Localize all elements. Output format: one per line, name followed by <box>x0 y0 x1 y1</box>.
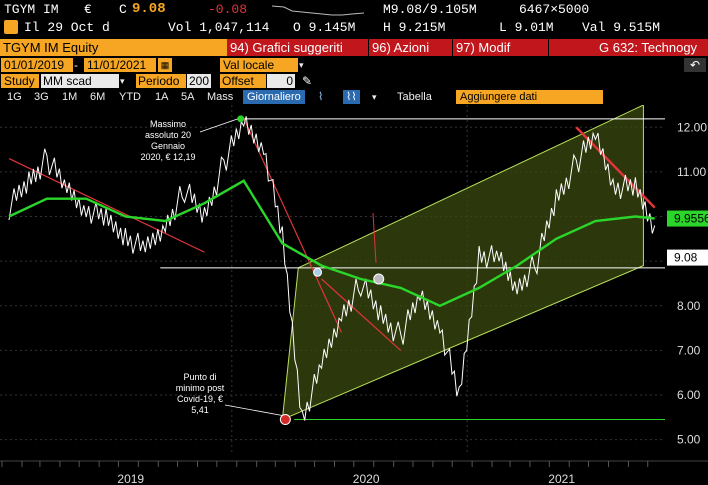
study-label: Study <box>1 74 39 88</box>
range-ytd[interactable]: YTD <box>119 91 141 103</box>
annotation-min: Punto di <box>183 372 216 382</box>
y-tick-label: 6.00 <box>677 388 701 402</box>
candle-icon[interactable]: ⌇ <box>318 91 324 103</box>
trendline <box>321 278 402 351</box>
ticker: TGYM IM <box>4 2 59 17</box>
value-label: Val 9.515M <box>582 20 661 35</box>
range-row: 1G 3G 1M 6M YTD 1A 5A Mass Giornaliero ⌇… <box>0 89 708 105</box>
horizontal-levels <box>160 118 665 421</box>
chevron-down-icon[interactable]: ▾ <box>120 76 125 86</box>
signal-icon <box>4 20 18 34</box>
series-lines <box>8 116 656 421</box>
group-label[interactable]: G 632: Technogy <box>549 39 708 56</box>
date-row: 01/01/2019 - 11/01/2021 ▦ Val locale ▾ ↶ <box>0 57 708 73</box>
range-1m[interactable]: 1M <box>62 91 78 103</box>
close-label: C <box>119 2 127 17</box>
menu-bar: TGYM IM Equity 94) Grafici suggeriti 96)… <box>0 39 708 56</box>
annotation-arrow <box>199 118 238 133</box>
menu-suggested-charts[interactable]: 94) Grafici suggeriti <box>227 39 368 56</box>
y-tick-label: 5.00 <box>677 433 701 447</box>
menu-edit[interactable]: 97) Modif <box>453 39 548 56</box>
ma-price-box <box>667 210 708 227</box>
y-tick-label: 7.00 <box>677 343 701 357</box>
ma-price-label: 9.9556 <box>674 212 708 226</box>
add-data-button[interactable]: Aggiungere dati <box>456 90 603 104</box>
period-label: Periodo <box>136 74 186 88</box>
range-1g[interactable]: 1G <box>7 91 22 103</box>
low-label: L 9.01M <box>499 20 554 35</box>
trend-channel <box>281 105 644 421</box>
min-marker <box>279 414 291 426</box>
undo-icon[interactable]: ↶ <box>684 58 706 72</box>
x-axis: 2019 2020 2021 <box>0 460 708 485</box>
change-value: -0.08 <box>208 2 248 17</box>
annotation-min: minimo post <box>176 383 225 393</box>
chart-type-icon[interactable]: ⌇⌇ <box>343 90 360 104</box>
y-tick-label: 12.00 <box>677 120 707 134</box>
chevron-down-icon[interactable]: ▾ <box>372 92 377 102</box>
trendline <box>243 118 343 333</box>
pencil-icon[interactable]: ✎ <box>302 74 313 88</box>
annotation-max: Gennaio <box>151 141 185 151</box>
annotation-min: 5,41 <box>191 405 209 415</box>
price-chart: 5.006.007.008.009.0010.0011.0012.009.089… <box>0 105 708 485</box>
quote-header: TGYM IM € C 9.08 -0.08 Il 29 Oct d Vol 1… <box>0 0 708 38</box>
series-line <box>8 179 655 308</box>
y-axis: 5.006.007.008.009.0010.0011.0012.009.089… <box>667 120 708 447</box>
sparkline-icon <box>272 5 364 16</box>
range-3g[interactable]: 3G <box>34 91 49 103</box>
bid-ask: M9.08/9.105M <box>383 2 477 17</box>
calendar-icon[interactable]: ▦ <box>158 58 172 72</box>
date-to-input[interactable]: 11/01/2021 <box>84 58 156 72</box>
frequency-select[interactable]: Giornaliero <box>243 90 305 104</box>
x-tick-label: 2020 <box>353 472 380 485</box>
study-row: Study MM scad ▾ Periodo 200 Offset 0 ✎ <box>0 73 708 89</box>
touch-marker <box>373 273 385 285</box>
markers <box>237 115 385 426</box>
y-tick-label: 8.00 <box>677 299 701 313</box>
annotation-max: assoluto 20 <box>145 130 191 140</box>
max-marker <box>237 115 245 123</box>
range-5a[interactable]: 5A <box>181 91 195 103</box>
trendline <box>8 157 205 253</box>
annotation-min: Covid-19, € <box>177 394 223 404</box>
y-tick-label: 11.00 <box>677 165 706 179</box>
annotation-arrow <box>224 404 283 416</box>
touch-marker <box>313 267 323 277</box>
period-input[interactable]: 200 <box>187 74 211 88</box>
series-line <box>8 116 656 421</box>
annotation-max: Massimo <box>150 119 186 129</box>
menu-actions[interactable]: 96) Azioni <box>369 39 452 56</box>
range-max[interactable]: Mass <box>207 91 234 103</box>
table-button[interactable]: Tabella <box>397 91 432 103</box>
annotation-max: 2020, € 12,19 <box>140 152 195 162</box>
security-field[interactable]: TGYM IM Equity <box>0 39 229 56</box>
last-price-label: 9.08 <box>674 251 698 265</box>
currency: € <box>84 2 92 17</box>
close-value: 9.08 <box>132 1 166 17</box>
currency-mode-select[interactable]: Val locale <box>220 58 298 72</box>
volume-label: Vol 1,047,114 <box>168 20 270 35</box>
date-from-input[interactable]: 01/01/2019 <box>1 58 73 72</box>
offset-input[interactable]: 0 <box>267 74 295 88</box>
high-label: H 9.215M <box>383 20 446 35</box>
arrow-down <box>372 212 377 263</box>
x-tick-label: 2019 <box>117 472 144 485</box>
chevron-down-icon[interactable]: ▾ <box>299 60 304 70</box>
size-label: 6467×5000 <box>519 2 590 17</box>
range-6m[interactable]: 6M <box>90 91 106 103</box>
channel-area <box>281 105 644 421</box>
open-label: O 9.145M <box>293 20 356 35</box>
date-label: Il 29 Oct d <box>24 20 110 35</box>
last-price-box <box>667 249 708 266</box>
x-tick-label: 2021 <box>548 472 575 485</box>
offset-label: Offset <box>220 74 266 88</box>
range-1a[interactable]: 1A <box>155 91 169 103</box>
study-select[interactable]: MM scad <box>41 74 119 88</box>
date-separator: - <box>74 58 78 72</box>
